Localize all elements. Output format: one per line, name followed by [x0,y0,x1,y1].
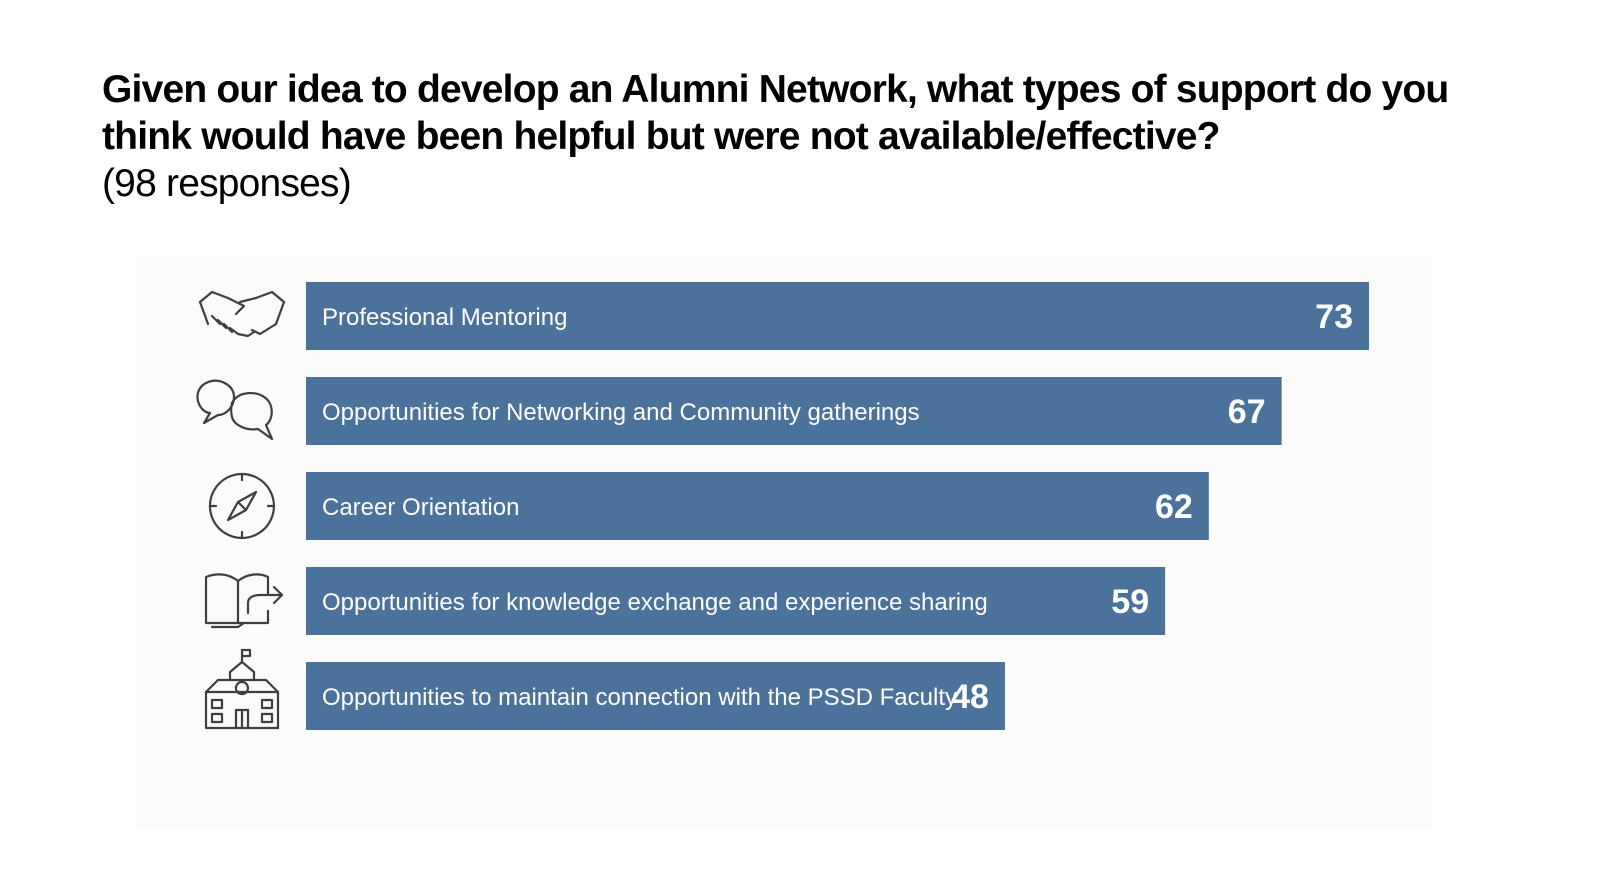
bar-value-2: 67 [1228,393,1266,431]
compass-icon [208,472,276,540]
school-building-icon [204,648,280,730]
bar-value-4: 59 [1111,583,1149,621]
bar-label-4: Opportunities for knowledge exchange and… [322,589,988,616]
bar-4 [306,567,1166,635]
response-count: (98 responses) [102,162,352,205]
bar-value-3: 62 [1155,488,1193,526]
bar-3 [306,472,1209,540]
bar-5 [306,662,1005,730]
speech-bubbles-icon [196,379,274,441]
survey-question: Given our idea to develop an Alumni Netw… [102,68,1449,158]
bar-label-1: Professional Mentoring [322,304,567,331]
bar-value-1: 73 [1315,298,1353,336]
chart-panel: Professional Mentoring 73 Opportunities fo… [136,255,1432,830]
bar-label-2: Opportunities for Networking and Communi… [322,399,920,426]
bar-1 [306,282,1369,350]
bar-2 [306,377,1282,445]
open-book-icon [204,573,284,629]
title-block: Given our idea to develop an Alumni Netw… [102,66,1462,207]
bar-chart: Professional Mentoring 73 Opportunities fo… [196,282,1369,730]
bar-label-5: Opportunities to maintain connection wit… [322,684,957,711]
bar-label-3: Career Orientation [322,494,519,521]
bar-value-5: 48 [951,678,989,716]
handshake-icon [198,290,286,338]
